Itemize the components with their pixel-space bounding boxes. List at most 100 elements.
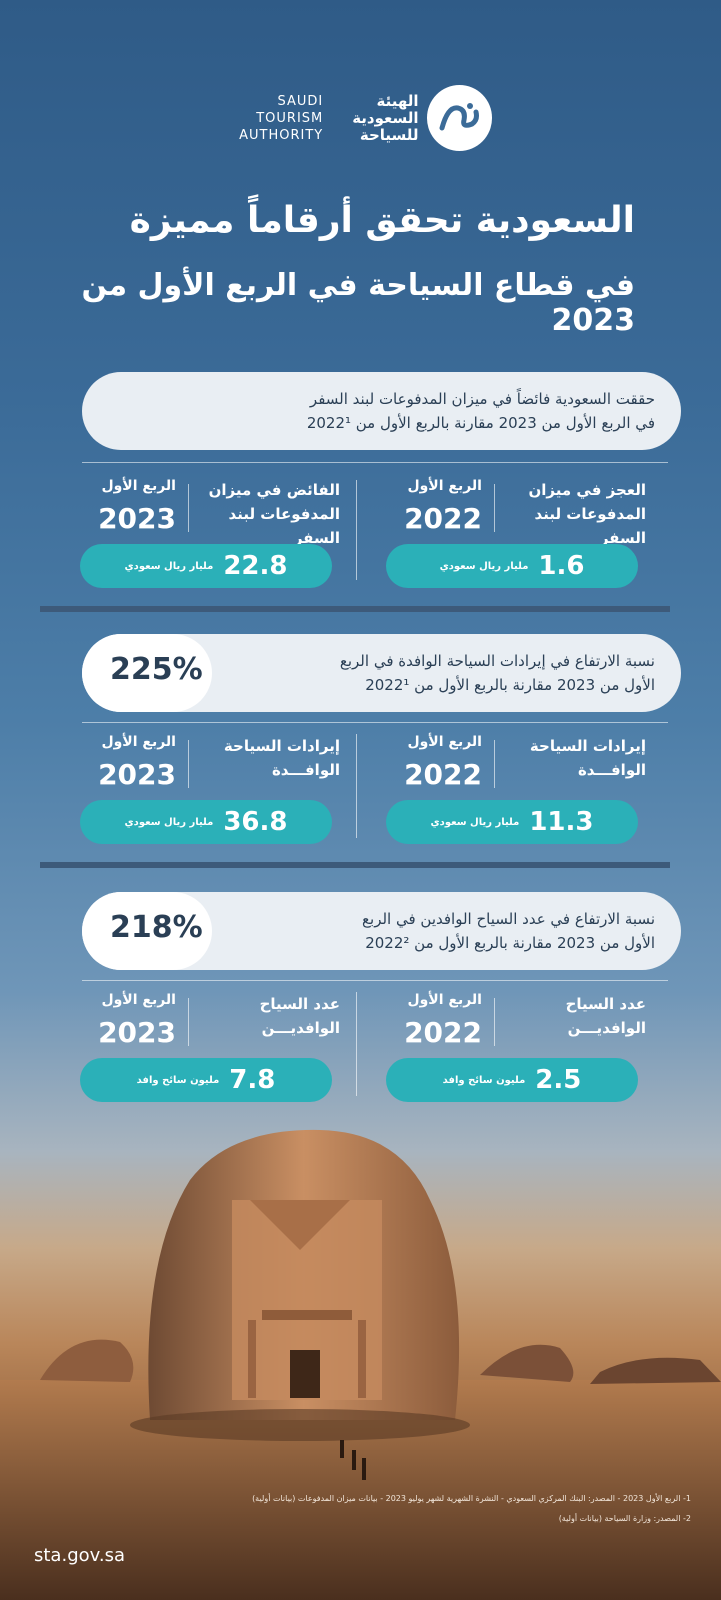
metric-label: العجز في ميزان المدفوعات لبند السفر [506, 478, 646, 550]
year-label: 2023 [98, 1016, 176, 1049]
sta-logo: SAUDI TOURISM AUTHORITY الهيئة السعودية … [232, 78, 492, 158]
hegra-landscape-illustration [0, 1129, 721, 1600]
year-label: 2023 [98, 502, 176, 535]
section2-2022-block: إيرادات السياحة الوافـــدة الربع الأول 2… [386, 734, 646, 874]
metric-label: عدد السياح الوافديـــن [200, 992, 340, 1040]
section2-intro: نسبة الارتفاع في إيرادات السياحة الوافدة… [271, 649, 681, 697]
quarter-label: الربع الأول [407, 478, 482, 494]
section-divider [40, 862, 670, 868]
section1-2022-block: العجز في ميزان المدفوعات لبند السفر الرب… [386, 478, 646, 618]
value-pill: 2.5 مليون سائح وافد [386, 1058, 638, 1102]
label-separator [188, 740, 189, 788]
metric-label: إيرادات السياحة الوافـــدة [506, 734, 646, 782]
logo-arabic: الهيئة السعودية للسياحة [331, 91, 419, 144]
year-label: 2022 [404, 1016, 482, 1049]
intro-line: الأول من 2023 مقارنة بالربع الأول من 202… [365, 934, 655, 952]
value-pill: 36.8 مليار ريال سعودي [80, 800, 332, 844]
metric-label-line: الفائض في ميزان [208, 481, 340, 499]
metric-label-line: الوافـــدة [577, 761, 646, 779]
metric-label-line: المدفوعات لبند السفر [228, 505, 340, 547]
metric-unit: مليون سائح وافد [136, 1074, 220, 1086]
year-label: 2022 [404, 758, 482, 791]
section1-intro-pill: حققت السعودية فائضاً في ميزان المدفوعات … [82, 372, 681, 450]
logo-emblem-icon [426, 85, 492, 151]
metric-value: 22.8 [223, 551, 288, 581]
intro-line: حققت السعودية فائضاً في ميزان المدفوعات … [309, 390, 655, 408]
metric-unit: مليون سائح وافد [442, 1074, 526, 1086]
section2-2023-block: إيرادات السياحة الوافـــدة الربع الأول 2… [80, 734, 340, 874]
metric-label: إيرادات السياحة الوافـــدة [200, 734, 340, 782]
label-separator [188, 998, 189, 1046]
quarter-label: الربع الأول [407, 734, 482, 750]
intro-line: نسبة الارتفاع في إيرادات السياحة الوافدة… [339, 652, 655, 670]
label-separator [494, 740, 495, 788]
metric-label-line: الوافديـــن [567, 1019, 646, 1037]
percent-value: 218% [110, 910, 203, 945]
logo-en-line: TOURISM [256, 110, 324, 126]
footnote-2: 2- المصدر: وزارة السياحة (بيانات أولية) [558, 1514, 691, 1523]
logo-en-line: SAUDI [277, 93, 324, 109]
metric-unit: مليار ريال سعودي [124, 816, 214, 828]
label-separator [494, 484, 495, 532]
metric-unit: مليار ريال سعودي [124, 560, 214, 572]
website-link[interactable]: sta.gov.sa [34, 1545, 126, 1566]
value-pill: 1.6 مليار ريال سعودي [386, 544, 638, 588]
logo-ar-line: السعودية [352, 108, 419, 127]
logo-ar-line: الهيئة [376, 91, 419, 110]
quarter-label: الربع الأول [101, 734, 176, 750]
metric-label-line: عدد السياح [259, 995, 340, 1013]
percent-badge [82, 634, 212, 712]
percent-badge [82, 892, 212, 970]
section3-2022-block: عدد السياح الوافديـــن الربع الأول 2022 … [386, 992, 646, 1132]
metric-label-line: الوافـــدة [271, 761, 340, 779]
metric-label-line: المدفوعات لبند السفر [534, 505, 646, 547]
year-label: 2023 [98, 758, 176, 791]
quarter-label: الربع الأول [101, 478, 176, 494]
metric-value: 7.8 [229, 1065, 276, 1095]
metric-value: 1.6 [538, 551, 585, 581]
logo-english: SAUDI TOURISM AUTHORITY [232, 93, 323, 144]
intro-line: الأول من 2023 مقارنة بالربع الأول من 202… [365, 676, 655, 694]
subheadline: في قطاع السياحة في الربع الأول من 2023 [81, 268, 635, 338]
logo-ar-line: للسياحة [359, 125, 419, 144]
metric-label-line: إيرادات السياحة [529, 737, 646, 755]
intro-line: نسبة الارتفاع في عدد السياح الوافدين في … [362, 910, 655, 928]
metric-label-line: عدد السياح [565, 995, 646, 1013]
metric-value: 36.8 [223, 807, 288, 837]
label-separator [494, 998, 495, 1046]
section3-intro-pill: نسبة الارتفاع في عدد السياح الوافدين في … [82, 892, 681, 970]
metric-label: عدد السياح الوافديـــن [506, 992, 646, 1040]
value-pill: 11.3 مليار ريال سعودي [386, 800, 638, 844]
logo-en-line: AUTHORITY [239, 127, 324, 143]
metric-value: 11.3 [529, 807, 594, 837]
section1-2023-block: الفائض في ميزان المدفوعات لبند السفر الر… [80, 478, 340, 618]
footnote-1: 1- الربع الأول 2023 - المصدر: البنك المر… [252, 1494, 691, 1503]
divider-thin [82, 722, 668, 723]
section-divider [40, 606, 670, 612]
section3-2023-block: عدد السياح الوافديـــن الربع الأول 2023 … [80, 992, 340, 1132]
metric-label-line: الوافديـــن [261, 1019, 340, 1037]
label-separator [188, 484, 189, 532]
divider-thin [82, 462, 668, 463]
metric-label-line: إيرادات السياحة [223, 737, 340, 755]
column-divider [356, 734, 357, 838]
metric-label: الفائض في ميزان المدفوعات لبند السفر [200, 478, 340, 550]
quarter-label: الربع الأول [101, 992, 176, 1008]
metric-unit: مليار ريال سعودي [430, 816, 520, 828]
section2-intro-pill: نسبة الارتفاع في إيرادات السياحة الوافدة… [82, 634, 681, 712]
value-pill: 7.8 مليون سائح وافد [80, 1058, 332, 1102]
column-divider [356, 992, 357, 1096]
column-divider [356, 480, 357, 580]
value-pill: 22.8 مليار ريال سعودي [80, 544, 332, 588]
divider-thin [82, 980, 668, 981]
quarter-label: الربع الأول [407, 992, 482, 1008]
section3-intro: نسبة الارتفاع في عدد السياح الوافدين في … [271, 907, 681, 955]
metric-unit: مليار ريال سعودي [439, 560, 529, 572]
metric-value: 2.5 [535, 1065, 582, 1095]
section1-intro: حققت السعودية فائضاً في ميزان المدفوعات … [82, 387, 681, 435]
metric-label-line: العجز في ميزان [528, 481, 646, 499]
percent-value: 225% [110, 652, 203, 687]
intro-line: في الربع الأول من 2023 مقارنة بالربع الأ… [306, 414, 655, 432]
year-label: 2022 [404, 502, 482, 535]
